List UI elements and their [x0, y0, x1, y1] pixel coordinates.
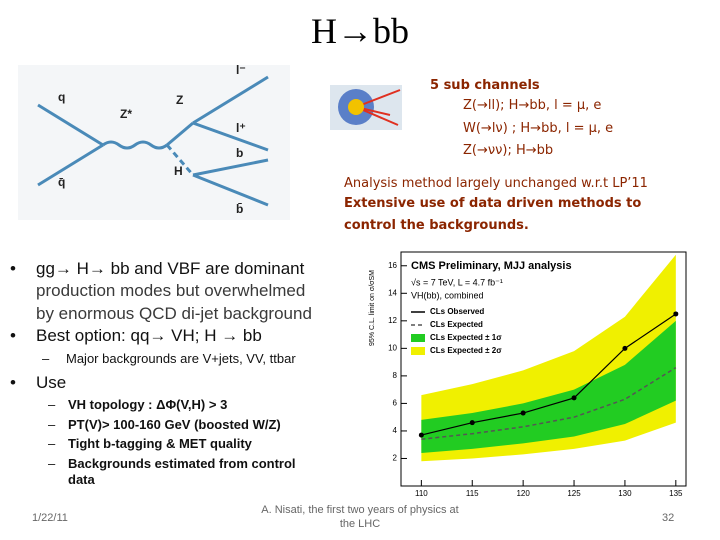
observed-point — [571, 395, 577, 401]
y-tick-label: 4 — [393, 426, 398, 435]
channel-line: Z(→ll); H→bb, l = μ, e — [463, 98, 602, 113]
bullet-mark: • — [10, 326, 16, 345]
x-tick-label: 120 — [516, 489, 530, 498]
sub-bullet-text: data — [68, 472, 95, 487]
sub-bullet-text: Tight b-tagging & MET quality — [68, 436, 252, 451]
analysis-line: Analysis method largely unchanged w.r.t … — [344, 176, 648, 191]
x-tick-label: 135 — [669, 489, 683, 498]
sub-bullet-mark: – — [48, 417, 56, 432]
bullet-mark: • — [10, 259, 16, 278]
footer-author: A. Nisati, the first two years of physic… — [261, 504, 459, 516]
y-tick-label: 12 — [388, 316, 397, 325]
limit-line — [421, 366, 677, 440]
sub-bullet-mark: – — [48, 397, 56, 412]
x-tick-label: 115 — [466, 489, 479, 498]
x-tick-label: 130 — [618, 489, 632, 498]
sub-bullet-text: VH topology : ΔΦ(V,H) > 3 — [68, 397, 228, 412]
diagram-label: H — [174, 164, 183, 178]
sub-bullet-text: Major backgrounds are V+jets, VV, ttbar — [66, 351, 296, 366]
y-tick-label: 16 — [388, 261, 397, 270]
plot-frame — [400, 251, 687, 487]
legend-label: CLs Expected ± 2σ — [430, 346, 502, 355]
analysis-line: Extensive use of data driven methods to — [344, 196, 642, 211]
plot-title: CMS Preliminary, MJJ analysis — [411, 260, 572, 272]
limit-line — [421, 313, 677, 436]
event-display-icon — [330, 85, 402, 130]
sub-bullet-text: Backgrounds estimated from control — [68, 456, 296, 471]
observed-point — [520, 410, 526, 416]
y-tick-label: 8 — [393, 371, 398, 380]
diagram-label: b — [236, 146, 243, 160]
channel-line: W(→lν) ; H→bb, l = μ, e — [463, 121, 614, 136]
legend-label: CLs Observed — [430, 307, 484, 316]
slide-title: H→bb — [311, 11, 409, 51]
diagram-lines — [37, 75, 269, 207]
diagram-label: q — [58, 90, 65, 104]
bullet-text: Use — [36, 373, 67, 392]
limit-plot: 2 4 6 8 10 12 14 16 110 115 120 125 130 135 95% C.L. l… — [369, 251, 687, 498]
sub-bullet-text: PT(V)> 100-160 GeV (boosted W/Z) — [68, 417, 281, 432]
x-tick-label: 125 — [567, 489, 581, 498]
bullet-text: gg→ H→ bb and VBF are dominant — [36, 259, 305, 278]
sub-bullet-mark: – — [42, 351, 50, 366]
legend-symbol — [411, 334, 425, 342]
y-tick-label: 6 — [393, 399, 398, 408]
y-axis-label: 95% C.L. limit on σ/σSM — [369, 270, 376, 346]
plot-subtitle: √s = 7 TeV, L = 4.7 fb⁻¹ — [411, 277, 503, 287]
footer-author: the LHC — [339, 518, 381, 530]
sub-bullet-mark: – — [48, 436, 56, 451]
diagram-label: b̄ — [236, 202, 243, 216]
y-tick-label: 14 — [388, 288, 397, 297]
y-tick-label: 2 — [393, 454, 398, 463]
feynman-diagram: q q̄ Z* Z l⁻ l⁺ b H b̄ — [18, 65, 290, 220]
channel-line: Z(→νν); H→bb — [463, 143, 554, 158]
plot-subtitle: VH(bb), combined — [411, 290, 484, 300]
observed-point — [622, 345, 628, 351]
legend-label: CLs Expected ± 1σ — [430, 333, 502, 342]
analysis-line: control the backgrounds. — [344, 218, 529, 233]
bullet-mark: • — [10, 373, 16, 392]
bullet-text: by enormous QCD di-jet background — [36, 304, 312, 323]
bullet-text: Best option: qq→ VH; H → bb — [36, 326, 262, 345]
y-tick-label: 10 — [388, 343, 397, 352]
footer-date: 1/22/11 — [32, 512, 68, 524]
page-number: 32 — [662, 512, 675, 524]
observed-point — [673, 311, 679, 317]
diagram-label: q̄ — [58, 175, 65, 189]
diagram-label: Z — [176, 93, 183, 107]
observed-point — [469, 420, 475, 426]
channels-heading: 5 sub channels — [430, 78, 540, 93]
diagram-label: l⁻ — [236, 65, 246, 77]
legend-symbol — [411, 347, 425, 355]
x-tick-label: 110 — [415, 489, 428, 498]
observed-point — [418, 432, 424, 438]
sub-bullet-mark: – — [48, 456, 56, 471]
bullet-text: production modes but overwhelmed — [36, 281, 306, 300]
diagram-label: Z* — [120, 107, 132, 121]
legend-label: CLs Expected — [430, 320, 483, 329]
diagram-label: l⁺ — [236, 121, 246, 135]
